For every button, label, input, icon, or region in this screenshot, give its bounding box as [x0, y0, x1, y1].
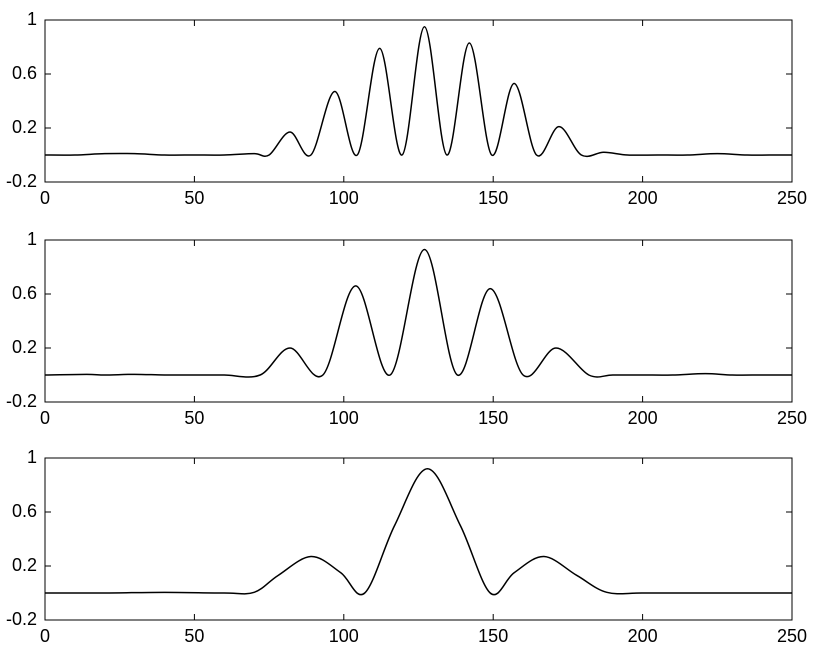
x-tick-label: 100 — [329, 408, 359, 428]
y-tick-label: 0.2 — [12, 555, 37, 575]
x-tick-label: 100 — [329, 626, 359, 646]
x-tick-label: 150 — [478, 626, 508, 646]
data-line — [44, 25, 792, 158]
y-tick-label: 0.6 — [12, 283, 37, 303]
data-line — [44, 468, 792, 596]
data-line — [44, 248, 792, 378]
y-tick-label: 1 — [27, 229, 37, 249]
x-tick-label: 50 — [184, 188, 204, 208]
y-tick-label: 1 — [27, 9, 37, 29]
y-tick-label: 0.2 — [12, 117, 37, 137]
y-tick-label: -0.2 — [6, 609, 37, 629]
x-tick-label: 50 — [184, 626, 204, 646]
y-tick-label: 0.6 — [12, 501, 37, 521]
x-tick-label: 250 — [777, 188, 807, 208]
x-tick-label: 250 — [777, 408, 807, 428]
y-tick-label: 0.6 — [12, 63, 37, 83]
y-tick-label: -0.2 — [6, 391, 37, 411]
x-tick-label: 0 — [40, 188, 50, 208]
x-tick-label: 0 — [40, 408, 50, 428]
axes-box — [44, 239, 793, 403]
x-tick-label: 100 — [329, 188, 359, 208]
x-tick-label: 50 — [184, 408, 204, 428]
x-tick-label: 0 — [40, 626, 50, 646]
axes-box — [44, 457, 793, 621]
x-tick-label: 200 — [628, 408, 658, 428]
x-tick-label: 150 — [478, 408, 508, 428]
y-tick-label: 1 — [27, 447, 37, 467]
y-tick-label: 0.2 — [12, 337, 37, 357]
x-tick-label: 200 — [628, 188, 658, 208]
y-tick-label: -0.2 — [6, 171, 37, 191]
x-tick-label: 150 — [478, 188, 508, 208]
x-tick-label: 250 — [777, 626, 807, 646]
x-tick-label: 200 — [628, 626, 658, 646]
